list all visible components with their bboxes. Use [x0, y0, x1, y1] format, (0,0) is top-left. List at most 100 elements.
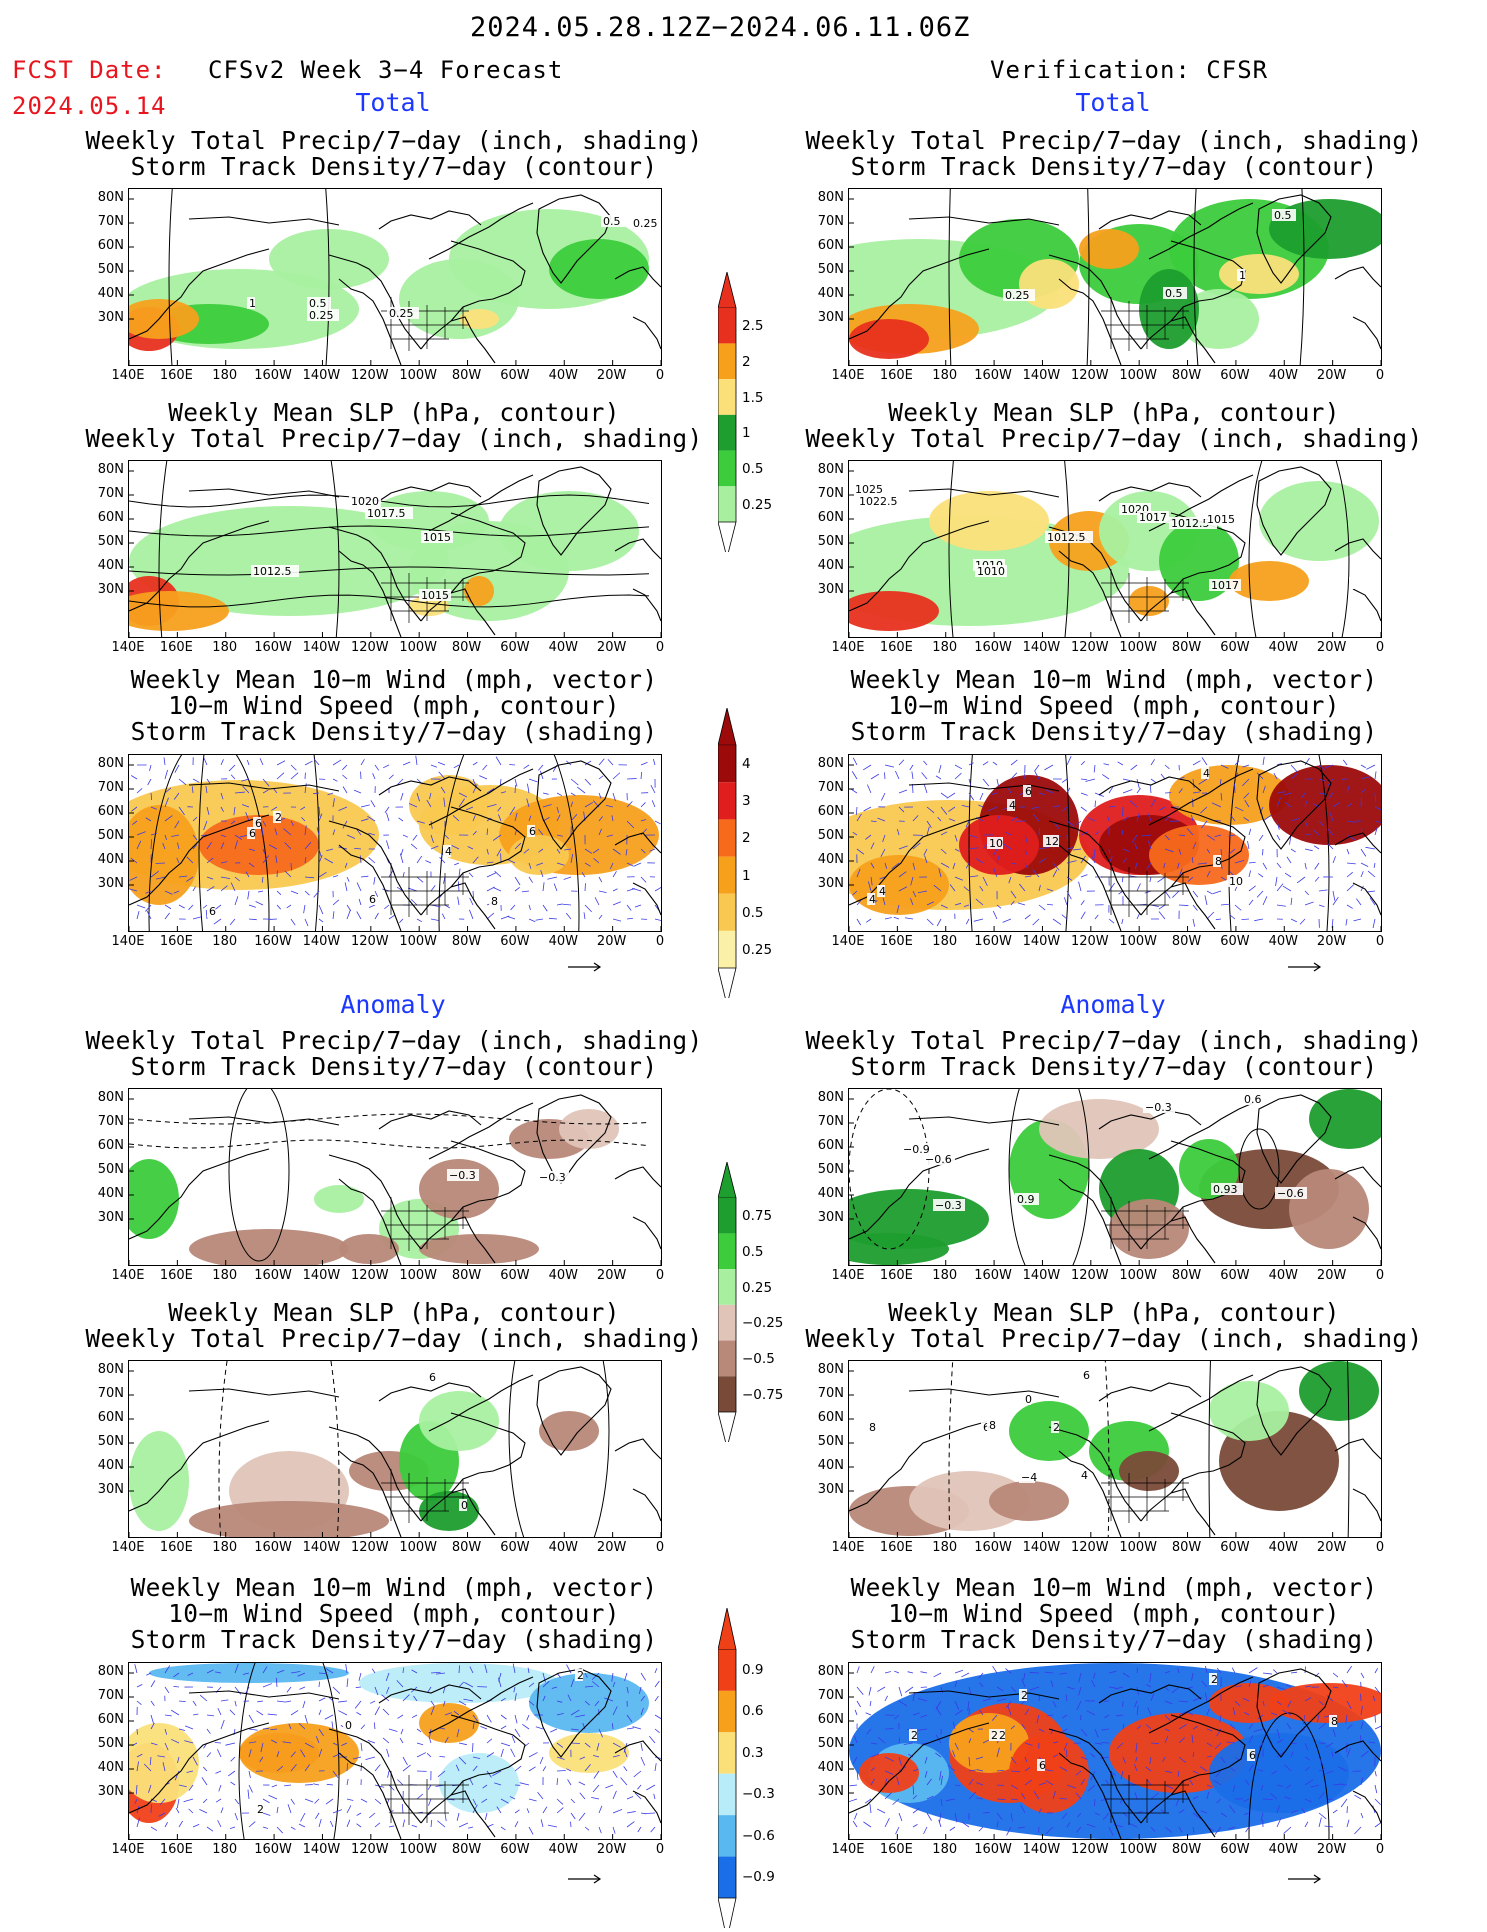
wind-vector [1319, 1818, 1321, 1827]
longitude-label: 120W [1065, 1540, 1115, 1555]
colorbar-label: 2.5 [742, 318, 763, 334]
colorbar-swatch [718, 415, 736, 451]
wind-vector [627, 1728, 634, 1729]
wind-vector [221, 759, 224, 765]
wind-vector [529, 1799, 537, 1801]
wind-vector [291, 765, 296, 770]
colorbar-swatch [718, 1305, 736, 1341]
longitude-label: 140W [296, 1268, 346, 1283]
latitude-label: 50N [804, 262, 844, 277]
wind-vector [1064, 897, 1067, 905]
latitude-label: 60N [84, 1410, 124, 1425]
coastline [189, 217, 339, 225]
wind-vector [401, 1729, 403, 1734]
colorbar-label: 0.6 [742, 1703, 763, 1719]
wind-vector [1333, 891, 1335, 901]
longitude-label: 0 [1355, 934, 1405, 949]
colorbar-swatch [718, 1233, 736, 1269]
wind-vector [218, 1820, 221, 1827]
contour-label: 6 [1249, 1749, 1256, 1762]
wind-vector [151, 1715, 153, 1723]
wind-vector [417, 1794, 423, 1799]
wind-vector [529, 1827, 533, 1834]
wind-vector [285, 1701, 291, 1702]
wind-vector [249, 1785, 253, 1792]
colorbar-swatch [718, 819, 736, 856]
wind-vector [549, 918, 557, 919]
wind-vector [1094, 765, 1095, 772]
longitude-label: 60W [1210, 934, 1260, 949]
wind-vector [1347, 1666, 1352, 1673]
wind-vector [221, 1720, 224, 1729]
wind-vector [1314, 846, 1319, 849]
wind-vector [621, 1778, 627, 1785]
contour-label: 8 [989, 1419, 996, 1432]
wind-vector [1375, 772, 1376, 779]
wind-vector [347, 1799, 353, 1801]
wind-vector [207, 1827, 213, 1831]
wind-vector [1172, 891, 1179, 898]
wind-vector [627, 905, 631, 911]
wind-vector [1305, 902, 1314, 905]
wind-vector [1150, 785, 1151, 793]
longitude-label: 140W [296, 1842, 346, 1857]
wind-vector [231, 1757, 235, 1761]
colorbar-swatch [718, 1649, 736, 1690]
colorbar-label: 0.9 [742, 1662, 763, 1678]
contour-label: 2 [275, 811, 282, 824]
longitude-label: 40W [538, 1268, 588, 1283]
wind-vector [389, 1729, 397, 1732]
colorbar-swatch [718, 379, 736, 415]
longitude-label: 80W [1162, 1540, 1212, 1555]
contour-label: 8 [1331, 1715, 1338, 1728]
wind-vector [454, 863, 459, 865]
colorbar-label: 0.3 [742, 1745, 763, 1761]
wind-vector [550, 1729, 557, 1732]
wind-vector [185, 1726, 193, 1729]
wind-vector [365, 1757, 375, 1760]
colorbar-cap-top [718, 1162, 736, 1198]
wind-vector [641, 1743, 642, 1751]
wind-vector [627, 918, 633, 919]
wind-vector [512, 1736, 515, 1743]
wind-vector [1305, 1667, 1306, 1673]
wind-vector [325, 1715, 333, 1719]
wind-vector [1346, 919, 1347, 925]
contour-label: −0.6 [925, 1153, 952, 1166]
wind-vector [1137, 913, 1140, 919]
longitude-label: 120W [345, 934, 395, 949]
longitude-label: 140E [103, 1268, 153, 1283]
latitude-label: 60N [84, 1138, 124, 1153]
wind-vector [1305, 849, 1313, 851]
shading-region [339, 1234, 399, 1264]
wind-vector [400, 1738, 403, 1743]
wind-vector [137, 1684, 142, 1687]
wind-vector [857, 1701, 861, 1707]
wind-vector [403, 1765, 411, 1771]
longitude-label: 80W [442, 1268, 492, 1283]
wind-vector [522, 1724, 529, 1729]
coastline [633, 1489, 661, 1521]
wind-vector [1356, 899, 1361, 905]
wind-vector [515, 1729, 520, 1737]
wind-vector [1277, 863, 1281, 868]
wind-vector [515, 887, 520, 891]
wind-vector [1216, 919, 1221, 920]
wind-vector [206, 910, 207, 919]
wind-vector [501, 1726, 506, 1729]
wind-vector [955, 765, 962, 769]
longitude-label: 160W [968, 934, 1018, 949]
wind-vector [214, 919, 221, 924]
longitude-label: 80W [442, 1540, 492, 1555]
wind-vector [383, 765, 389, 768]
verify-anom-slp-title-line: Weekly Total Precip/7−day (inch, shading… [794, 1326, 1434, 1352]
wind-vector [855, 1710, 857, 1715]
fcst-anom-wind-title-line: Storm Track Density/7−day (shading) [74, 1627, 714, 1653]
longitude-label: 60W [490, 934, 540, 949]
wind-vector [1249, 1668, 1257, 1673]
wind-vector [554, 883, 557, 891]
wind-vector [225, 1743, 235, 1745]
wind-vector [548, 1825, 557, 1827]
shading-region [464, 576, 494, 606]
